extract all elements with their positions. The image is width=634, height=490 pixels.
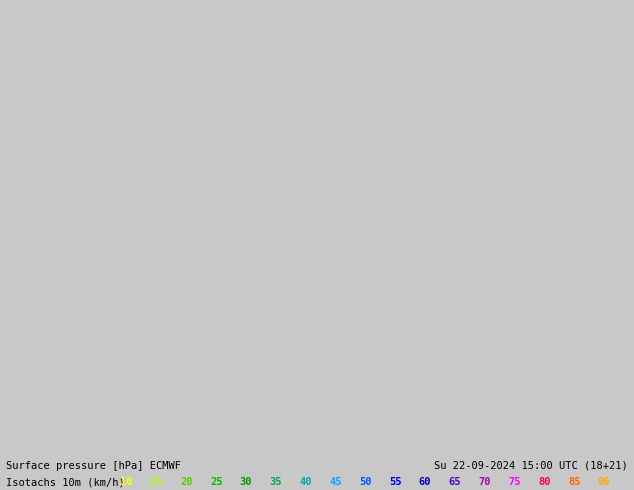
Text: 85: 85	[568, 477, 581, 487]
Text: 45: 45	[329, 477, 342, 487]
Text: 15: 15	[150, 477, 163, 487]
Text: Surface pressure [hPa] ECMWF: Surface pressure [hPa] ECMWF	[6, 461, 181, 470]
Text: 10: 10	[120, 477, 133, 487]
Text: 25: 25	[210, 477, 223, 487]
Text: 80: 80	[538, 477, 551, 487]
Text: 65: 65	[449, 477, 461, 487]
Text: Isotachs 10m (km/h): Isotachs 10m (km/h)	[6, 477, 125, 487]
Text: 30: 30	[240, 477, 252, 487]
Text: 55: 55	[389, 477, 401, 487]
Text: 75: 75	[508, 477, 521, 487]
Text: 70: 70	[479, 477, 491, 487]
Text: 40: 40	[299, 477, 312, 487]
Text: 90: 90	[598, 477, 611, 487]
Text: Su 22-09-2024 15:00 UTC (18+21): Su 22-09-2024 15:00 UTC (18+21)	[434, 461, 628, 470]
Text: 20: 20	[180, 477, 193, 487]
Text: 50: 50	[359, 477, 372, 487]
Text: 35: 35	[269, 477, 282, 487]
Text: 60: 60	[419, 477, 431, 487]
